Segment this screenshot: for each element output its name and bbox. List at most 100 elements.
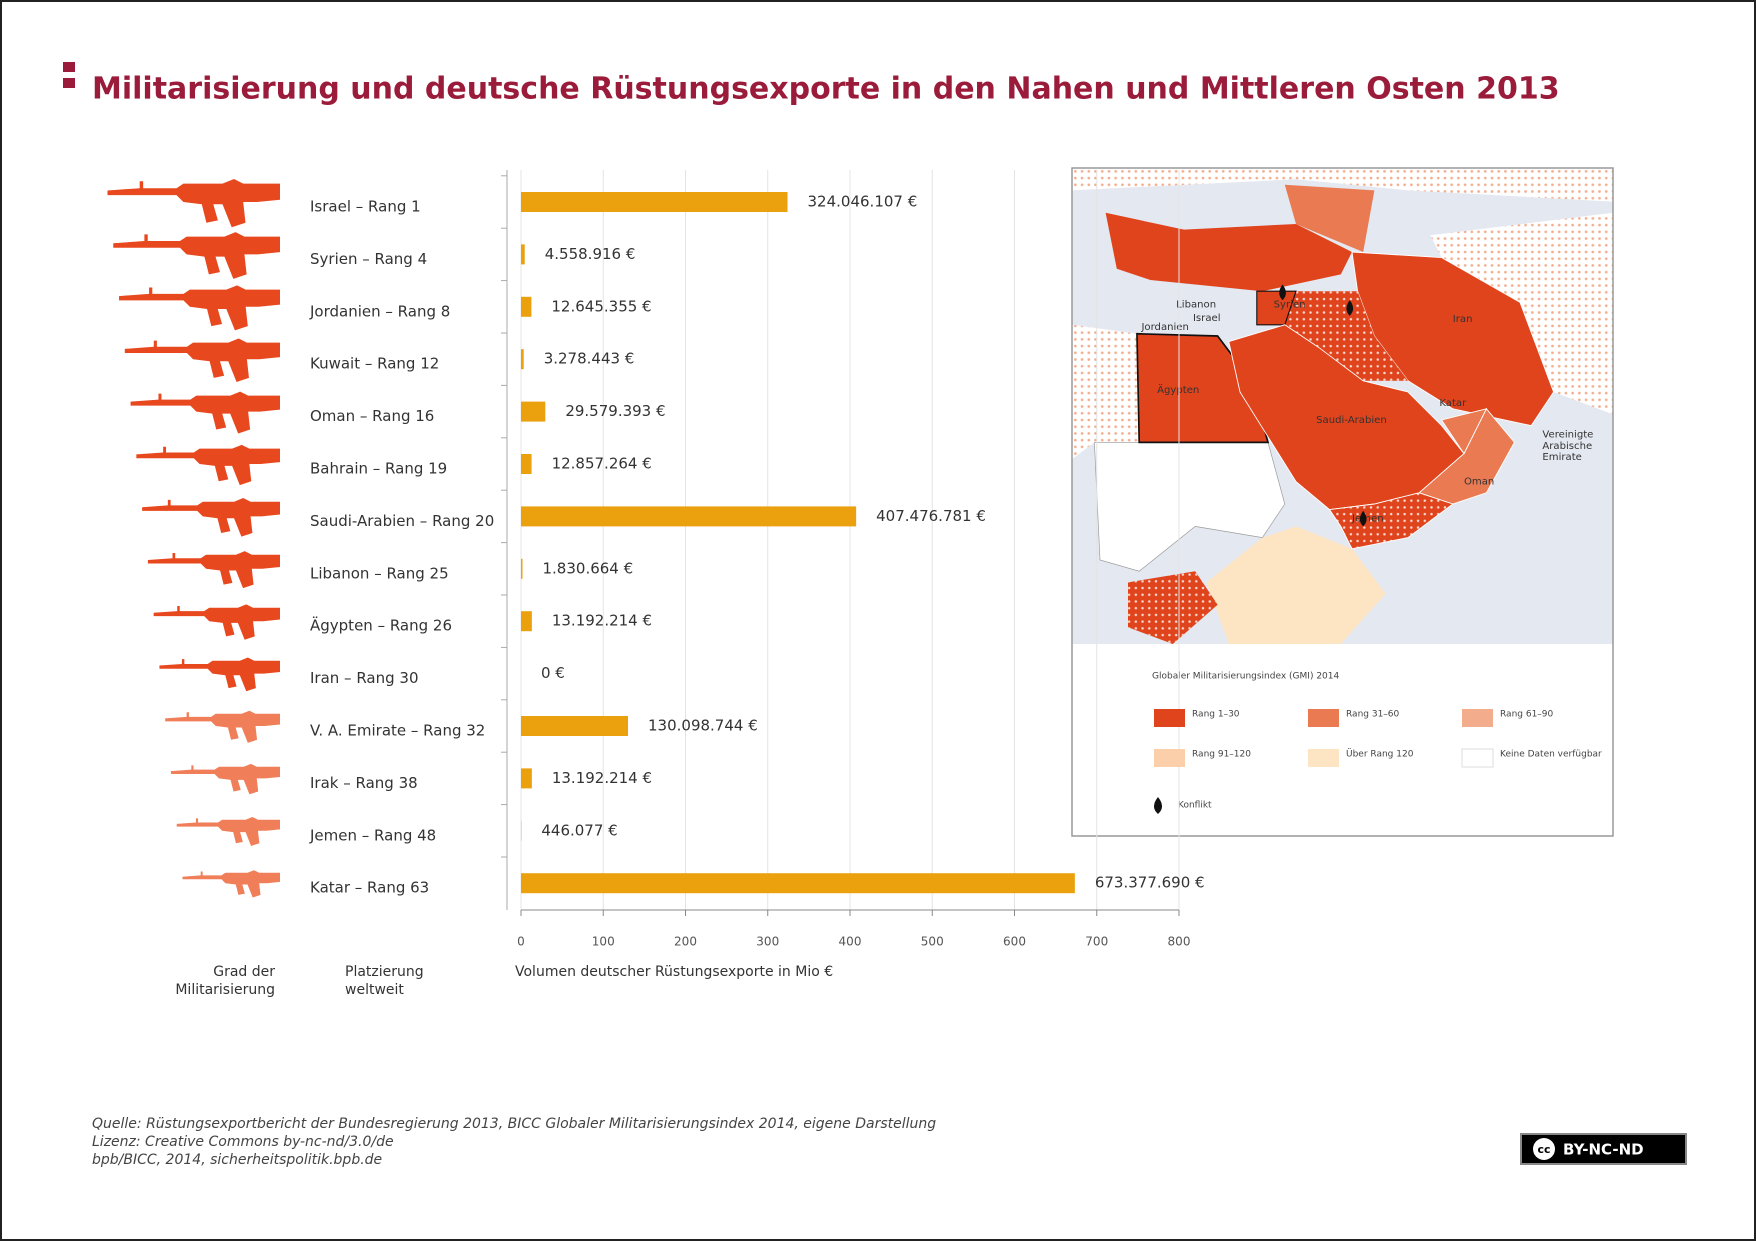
license-icon <box>1533 1138 1555 1160</box>
x-tick-label: 800 <box>1168 935 1191 949</box>
value-label: 0 € <box>541 664 565 682</box>
value-label: 1.830.664 € <box>543 559 634 577</box>
category-label: Jemen – Rang 48 <box>309 826 436 844</box>
source-line: bpb/BICC, 2014, sicherheitspolitik.bpb.d… <box>92 1152 382 1168</box>
rifle-icon <box>159 657 281 692</box>
bar <box>521 296 532 317</box>
rifle-icon <box>153 604 280 640</box>
bar <box>521 611 532 632</box>
map-label: Katar <box>1439 398 1467 409</box>
license-icon-text: cc <box>1537 1143 1550 1156</box>
value-label: 407.476.781 € <box>876 507 986 525</box>
map-label: Arabische <box>1542 441 1592 452</box>
map-region <box>1206 526 1386 644</box>
legend-swatch <box>1154 749 1185 767</box>
conflict-icon <box>1279 284 1286 301</box>
source-line: Lizenz: Creative Commons by-nc-nd/3.0/de <box>92 1134 394 1150</box>
source-line: Quelle: Rüstungsexportbericht der Bundes… <box>92 1116 936 1132</box>
rifle-icon <box>107 179 280 228</box>
category-label: Libanon – Rang 25 <box>310 564 449 582</box>
rifle-icon <box>147 551 280 589</box>
map-label: Libanon <box>1176 300 1216 311</box>
legend-label: Rang 31–60 <box>1346 710 1400 720</box>
category-label: V. A. Emirate – Rang 32 <box>310 722 485 740</box>
title-marker <box>63 62 75 72</box>
x-tick-label: 400 <box>839 935 862 949</box>
map-label: Syrien <box>1274 300 1306 311</box>
bar <box>521 401 546 422</box>
value-label: 324.046.107 € <box>808 193 918 211</box>
legend-swatch <box>1308 749 1339 767</box>
category-label: Bahrain – Rang 19 <box>310 460 447 478</box>
value-label: 446.077 € <box>541 821 617 839</box>
rifle-icon <box>142 498 280 537</box>
legend-title: Globaler Militarisierungsindex (GMI) 201… <box>1152 672 1339 682</box>
map-region <box>1284 184 1375 252</box>
rifle-icon <box>130 391 280 434</box>
x-tick-label: 700 <box>1085 935 1108 949</box>
map-region <box>1094 442 1286 572</box>
column-header: Grad der Militarisierung <box>175 964 275 998</box>
conflict-icon <box>1346 300 1354 316</box>
map-region <box>1072 168 1613 202</box>
rifle-icon <box>124 338 280 382</box>
legend-label: Keine Daten verfügbar <box>1500 750 1602 760</box>
map-region <box>1072 324 1140 460</box>
legend-label: Rang 1–30 <box>1192 710 1240 720</box>
conflict-icon <box>1359 510 1367 527</box>
value-label: 4.558.916 € <box>545 245 636 263</box>
rifle-icon <box>176 817 280 846</box>
chart-title: Militarisierung und deutsche Rüstungsexp… <box>92 72 1560 107</box>
x-axis-label: Volumen deutscher Rüstungsexporte in Mio… <box>515 964 833 980</box>
value-label: 13.192.214 € <box>552 612 652 630</box>
value-label: 12.645.355 € <box>551 297 651 315</box>
category-label: Saudi-Arabien – Rang 20 <box>310 512 494 530</box>
map-label: Saudi-Arabien <box>1316 415 1387 426</box>
map-label: Ägypten <box>1157 383 1199 396</box>
map-country <box>1284 291 1408 381</box>
rifle-icon <box>182 870 280 898</box>
map-label: Jemen <box>1351 514 1384 525</box>
x-tick-label: 500 <box>921 935 944 949</box>
map-label: Jordanien <box>1140 322 1188 333</box>
x-tick-label: 200 <box>674 935 697 949</box>
category-label: Syrien – Rang 4 <box>310 250 427 268</box>
bar <box>521 244 525 265</box>
value-label: 13.192.214 € <box>552 769 652 787</box>
map-label: Oman <box>1464 477 1494 488</box>
conflict-icon <box>1154 797 1162 814</box>
category-label: Jordanien – Rang 8 <box>309 302 450 320</box>
category-label: Ägypten – Rang 26 <box>310 616 452 635</box>
category-label: Kuwait – Rang 12 <box>310 355 439 373</box>
bar <box>521 558 523 579</box>
map-country <box>1329 492 1453 549</box>
legend-swatch <box>1154 709 1185 727</box>
value-label: 673.377.690 € <box>1095 874 1205 892</box>
category-label: Israel – Rang 1 <box>310 198 421 216</box>
category-label: Oman – Rang 16 <box>310 407 434 425</box>
rifle-icon <box>136 444 281 486</box>
legend-swatch <box>1308 709 1339 727</box>
license-text: BY-NC-ND <box>1563 1141 1644 1159</box>
map-region <box>1430 212 1613 415</box>
column-header: Platzierung weltweit <box>345 964 424 998</box>
map-label: Vereinigte <box>1542 430 1593 441</box>
value-label: 12.857.264 € <box>552 455 652 473</box>
bar <box>521 506 857 527</box>
bar <box>521 716 629 736</box>
bar <box>521 873 1075 894</box>
x-tick-label: 300 <box>756 935 779 949</box>
x-tick-label: 600 <box>1003 935 1026 949</box>
map-label: Israel <box>1193 313 1221 324</box>
value-label: 130.098.744 € <box>648 717 758 735</box>
category-label: Irak – Rang 38 <box>310 774 418 792</box>
map: Libanon Israel Jordanien Syrien Iran Ägy… <box>1072 168 1613 644</box>
title-marker <box>63 78 75 88</box>
value-label: 3.278.443 € <box>544 350 635 368</box>
legend-label: Rang 91–120 <box>1192 750 1251 760</box>
rifle-icon <box>119 285 281 331</box>
bar <box>521 349 524 370</box>
legend-label: Konflikt <box>1178 801 1212 811</box>
map-label: Emirate <box>1542 452 1581 463</box>
